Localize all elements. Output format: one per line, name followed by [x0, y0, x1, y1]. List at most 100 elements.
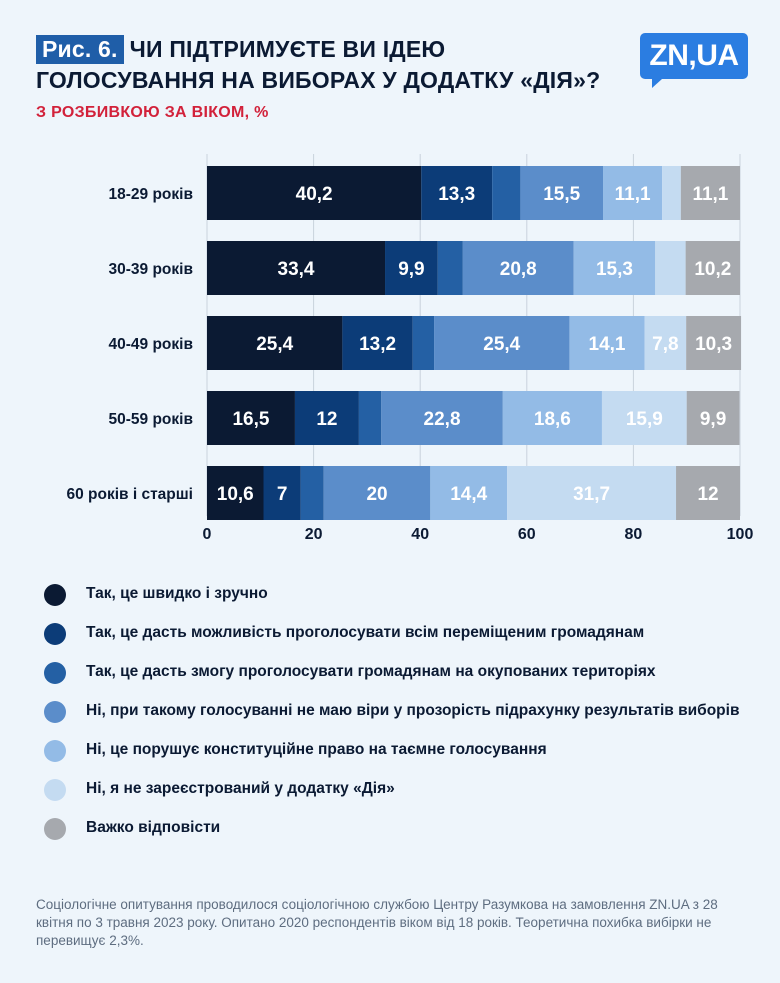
chart-subtitle: З РОЗБИВКОЮ ЗА ВІКОМ, % [36, 104, 269, 121]
bar-segment [502, 391, 602, 445]
bar-segment [437, 241, 463, 295]
legend-swatch [44, 740, 66, 762]
survey-footnote: Соціологічне опитування проводилося соці… [36, 897, 718, 948]
bar-segment [385, 241, 438, 295]
bar-segment [573, 241, 656, 295]
data-label: 10,3 [695, 334, 732, 355]
data-label: 11,1 [692, 184, 728, 205]
bar-segment [342, 316, 413, 370]
bar-segment [686, 316, 742, 370]
chart-legend: Так, це швидко і зручно Так, це дасть мож… [44, 584, 764, 857]
bar-segment [358, 391, 382, 445]
legend-label: Ні, я не зареєстрований у додатку «Дія» [86, 780, 395, 797]
data-label: 15,9 [626, 409, 663, 430]
data-label: 18,6 [534, 409, 571, 430]
chart-header: Рис. 6. ЧИ ПІДТРИМУЄТЕ ВИ ІДЕЮ ГОЛОСУВАНН… [36, 34, 636, 96]
legend-swatch [44, 584, 66, 606]
data-label: 15,5 [543, 184, 580, 205]
data-label: 25,4 [256, 334, 293, 355]
data-label: 12 [697, 484, 718, 505]
legend-label: Так, це швидко і зручно [86, 585, 268, 602]
bar-segment [207, 241, 386, 295]
bar-segment [207, 166, 422, 220]
bar-segment [207, 466, 264, 520]
category-label: 50-59 років [109, 411, 193, 428]
x-tick-label: 40 [411, 526, 429, 543]
data-label: 20 [366, 484, 387, 505]
bar-segment [686, 391, 740, 445]
bar-segment [323, 466, 431, 520]
category-label: 60 років і старші [66, 486, 193, 503]
data-label: 31,7 [573, 484, 610, 505]
x-tick-label: 100 [727, 526, 754, 543]
category-label: 30-39 років [109, 261, 193, 278]
data-label: 15,3 [596, 259, 633, 280]
bar-segment [520, 166, 604, 220]
data-label: 11,1 [615, 184, 651, 205]
bar-segment [381, 391, 503, 445]
title-text-1: ЧИ ПІДТРИМУЄТЕ ВИ ІДЕЮ [129, 36, 446, 62]
bar-segment [294, 391, 359, 445]
data-label: 12 [316, 409, 337, 430]
bar-segment [430, 466, 508, 520]
bar-segment [680, 166, 740, 220]
chart-title-line-1: Рис. 6. ЧИ ПІДТРИМУЄТЕ ВИ ІДЕЮ [36, 34, 636, 65]
bar-segment [676, 466, 740, 520]
legend-item: Ні, при такому голосуванні не маю віри у… [44, 701, 764, 723]
data-label: 14,4 [450, 484, 487, 505]
legend-item: Так, це дасть змогу проголосувати громад… [44, 662, 764, 684]
data-label: 10,2 [694, 259, 731, 280]
data-label: 25,4 [483, 334, 520, 355]
x-tick-label: 60 [518, 526, 536, 543]
legend-label: Важко відповісти [86, 819, 221, 836]
data-label: 9,9 [398, 259, 424, 280]
stacked-bar-chart: 18-29 років 40,2 13,3 15,5 11,1 11,1 30-39 рок… [66, 154, 754, 543]
bar-segment [462, 241, 574, 295]
category-label: 18-29 років [109, 186, 193, 203]
bar-segment [685, 241, 740, 295]
legend-swatch [44, 701, 66, 723]
bar-segment [507, 466, 677, 520]
figure-label: Рис. 6. [36, 35, 124, 64]
legend-label: Ні, при такому голосуванні не маю віри у… [86, 702, 740, 719]
data-label: 7,8 [652, 334, 678, 355]
data-label: 20,8 [500, 259, 537, 280]
legend-item: Ні, це порушує конституційне право на та… [44, 740, 764, 762]
legend-label: Ні, це порушує конституційне право на та… [86, 741, 547, 758]
data-label: 22,8 [424, 409, 461, 430]
zn-ua-logo: ZN,UA [640, 33, 748, 88]
data-label: 14,1 [589, 334, 626, 355]
data-label: 40,2 [296, 184, 333, 205]
bar-segment [569, 316, 645, 370]
legend-item: Ні, я не зареєстрований у додатку «Дія» [44, 779, 764, 801]
legend-swatch [44, 818, 66, 840]
bar-segment [300, 466, 324, 520]
data-label: 33,4 [278, 259, 315, 280]
legend-item: Так, це дасть можливість проголосувати в… [44, 623, 764, 645]
legend-label: Так, це дасть можливість проголосувати в… [86, 624, 645, 641]
legend-item: Так, це швидко і зручно [44, 584, 764, 606]
bar-segment [263, 466, 301, 520]
bar-segment [492, 166, 521, 220]
x-tick-label: 20 [305, 526, 323, 543]
bar-segment [601, 391, 687, 445]
legend-item: Важко відповісти [44, 818, 764, 840]
data-label: 13,2 [359, 334, 396, 355]
data-label: 16,5 [232, 409, 269, 430]
legend-label: Так, це дасть змогу проголосувати громад… [86, 663, 656, 680]
bar-segment [644, 316, 687, 370]
x-tick-label: 80 [625, 526, 643, 543]
bar-segment [655, 241, 686, 295]
x-tick-label: 0 [203, 526, 212, 543]
data-label: 7 [277, 484, 288, 505]
legend-swatch [44, 662, 66, 684]
bar-segment [662, 166, 681, 220]
bar-segment [434, 316, 570, 370]
data-label: 13,3 [438, 184, 475, 205]
category-label: 40-49 років [109, 336, 193, 353]
bar-segment [207, 391, 295, 445]
data-label: 9,9 [700, 409, 726, 430]
legend-swatch [44, 623, 66, 645]
bar-segment [421, 166, 493, 220]
bar-segment [412, 316, 435, 370]
